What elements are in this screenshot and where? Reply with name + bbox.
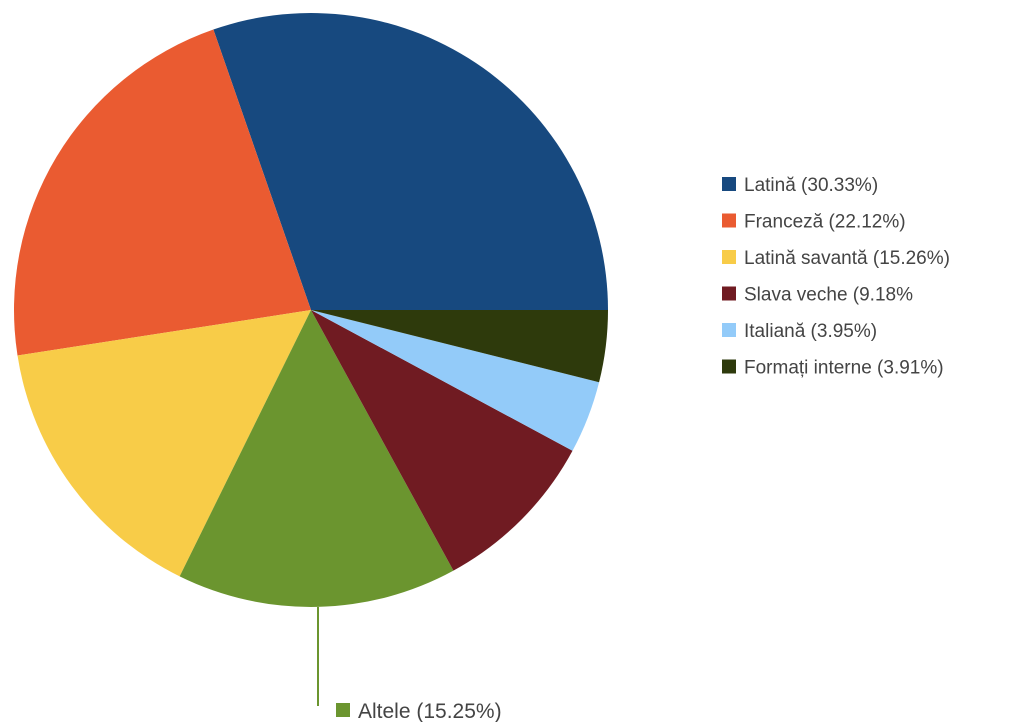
pie-slice-2 — [17, 310, 311, 577]
legend-label-3: Slava veche (9.18% — [744, 285, 913, 306]
pie-slice-4 — [311, 310, 573, 571]
legend-label-1: Franceză (22.12%) — [744, 212, 906, 233]
legend-swatch-5 — [722, 359, 736, 374]
pie-slice-3 — [179, 310, 454, 607]
pie-slice-5 — [311, 310, 600, 451]
legend-swatch-4 — [722, 323, 736, 337]
pie-slice-6 — [311, 310, 608, 383]
pie-slice-0 — [213, 13, 608, 311]
pie-slices — [13, 13, 608, 607]
legend-swatch-2 — [722, 250, 736, 264]
legend-label-0: Latină (30.33%) — [744, 175, 878, 196]
callout-swatch — [336, 703, 350, 717]
legend-swatch-3 — [722, 286, 736, 301]
legend: Latină (30.33%) Franceză (22.12%) Latină s… — [722, 175, 950, 379]
legend-label-4: Italiană (3.95%) — [744, 321, 877, 342]
altele-callout: Altele (15.25%) — [317, 606, 502, 722]
legend-label-2: Latină savantă (15.26%) — [744, 248, 950, 269]
legend-label-5: Formați interne (3.91%) — [744, 358, 944, 379]
callout-label: Altele (15.25%) — [358, 700, 502, 722]
legend-swatch-0 — [722, 177, 736, 191]
legend-swatch-1 — [722, 213, 736, 228]
pie-slice-1 — [13, 29, 312, 356]
